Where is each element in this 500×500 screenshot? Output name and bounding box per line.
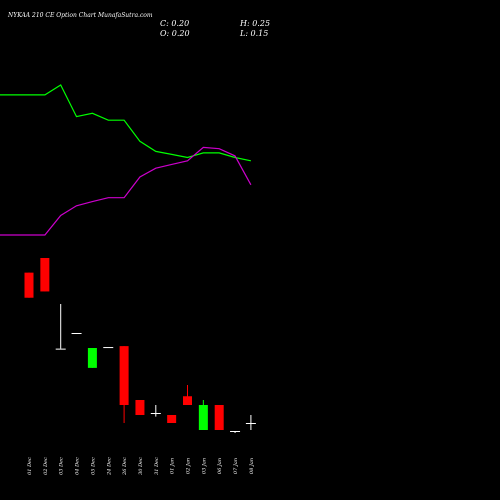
- candle-body: [167, 415, 177, 423]
- candle-31-dec: [150, 405, 161, 417]
- x-tick-label: 01 Jan: [170, 458, 176, 474]
- x-tick-label: 03 Jan: [201, 458, 207, 474]
- low-readout: L: 0.15: [240, 29, 269, 38]
- candle-body: [87, 348, 97, 368]
- close-readout: C: 0.20: [160, 19, 190, 28]
- x-tick-label: 06 Jan: [217, 458, 223, 474]
- chart-title: NYKAA 210 CE Option Chart MunafaSutra.co…: [8, 12, 153, 19]
- indicator-lines: [0, 84, 252, 236]
- x-tick-label: 26 Dec: [122, 457, 128, 476]
- x-axis-labels: 01 Dec 02 Dec 03 Dec 04 Dec 05 Dec 24 Dec 26 D…: [27, 457, 255, 476]
- candle-06-jan: [214, 405, 224, 430]
- x-tick-label: 07 Jan: [233, 458, 239, 474]
- candle-26-dec: [119, 346, 129, 423]
- candle-body: [245, 423, 256, 424]
- candle-body: [40, 258, 50, 292]
- candle-body: [119, 346, 129, 405]
- candle-03-dec: [55, 304, 66, 350]
- candle-body: [198, 405, 208, 430]
- candle-24-dec: [103, 347, 114, 349]
- candle-body: [214, 405, 224, 430]
- x-tick-label: 02 Dec: [43, 457, 49, 475]
- x-tick-label: 08 Jan: [249, 458, 255, 474]
- candle-body: [24, 272, 34, 298]
- candle-body: [55, 348, 66, 350]
- candle-30-dec: [135, 400, 145, 415]
- high-readout: H: 0.25: [240, 19, 271, 28]
- candle-01-jan: [167, 415, 177, 423]
- open-readout: O: 0.20: [160, 29, 190, 38]
- candle-03-jan: [198, 400, 208, 430]
- indicator-line-1: [0, 84, 252, 162]
- candles: [24, 258, 256, 433]
- candle-05-dec: [87, 348, 97, 368]
- x-tick-label: 01 Dec: [27, 457, 33, 475]
- candle-04-dec: [71, 333, 82, 334]
- x-tick-label: 30 Dec: [138, 457, 144, 475]
- candle-body: [230, 431, 241, 432]
- candle-body: [183, 396, 192, 405]
- x-tick-label: 24 Dec: [106, 457, 112, 476]
- candle-01-dec: [24, 272, 34, 298]
- x-tick-label: 31 Dec: [154, 457, 160, 475]
- candle-07-jan: [230, 431, 241, 433]
- x-tick-label: 04 Dec: [75, 457, 81, 475]
- candle-body: [150, 413, 161, 414]
- candle-body: [135, 400, 145, 415]
- indicator-line-2: [0, 146, 252, 236]
- candle-08-jan: [245, 415, 256, 430]
- candle-body: [71, 333, 82, 334]
- candle-02-dec: [40, 258, 50, 292]
- candle-body: [103, 347, 114, 349]
- x-tick-label: 02 Jan: [186, 458, 192, 474]
- candle-02-jan: [183, 385, 192, 405]
- x-tick-label: 05 Dec: [90, 457, 96, 475]
- x-tick-label: 03 Dec: [59, 457, 65, 475]
